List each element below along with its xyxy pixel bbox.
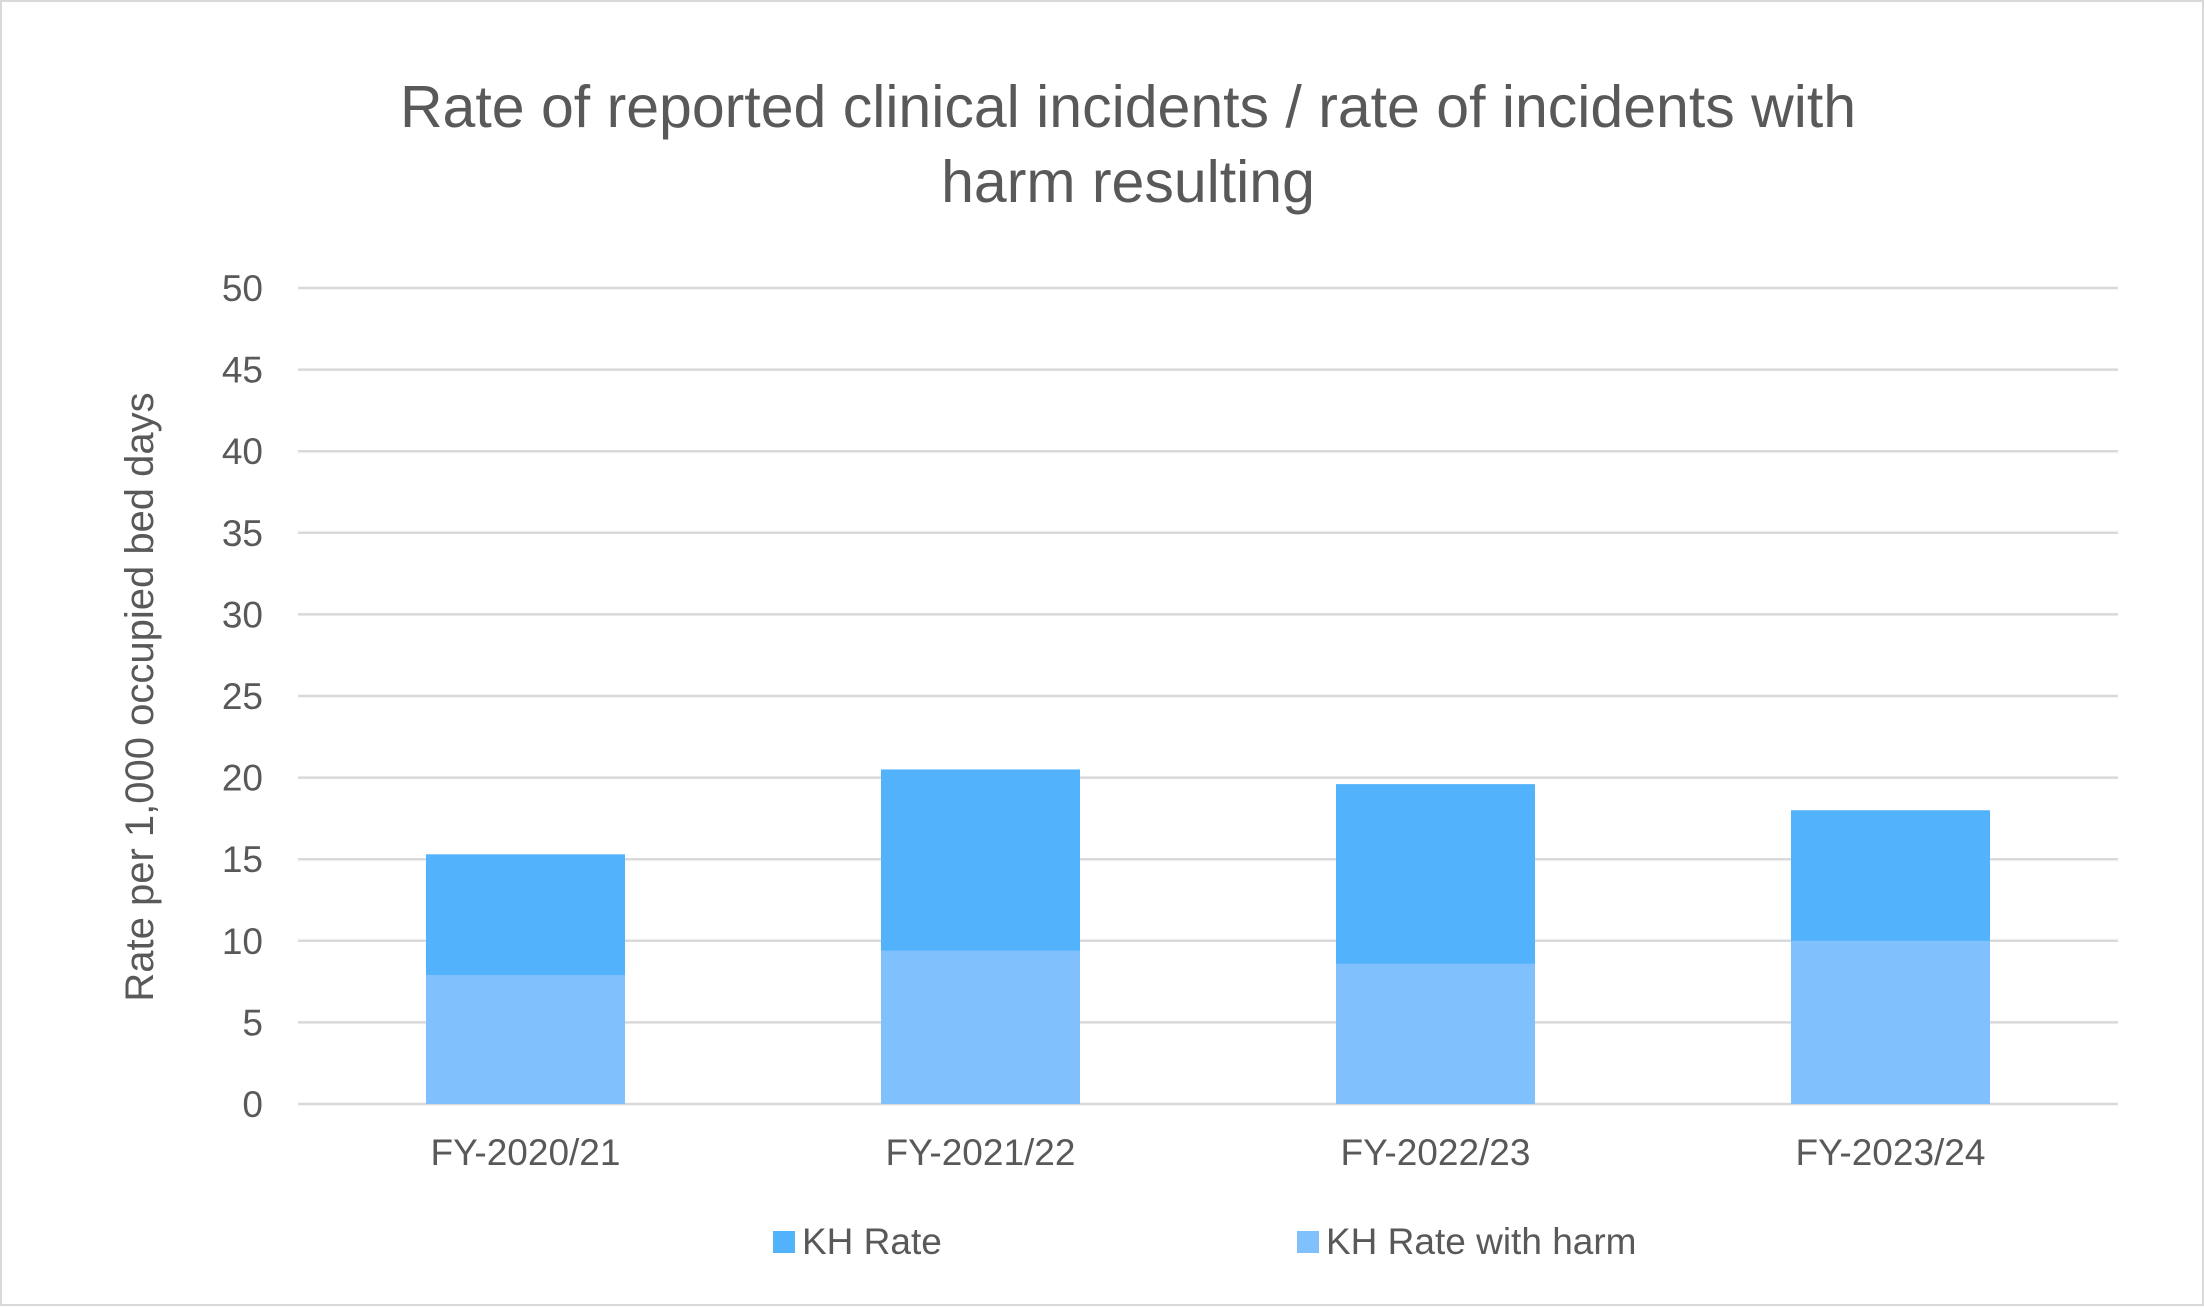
y-axis-ticks: 0 5 10 15 20 25 30 35 40 45 50 xyxy=(222,268,263,1125)
chart-title: Rate of reported clinical incidents / ra… xyxy=(400,74,1856,215)
bar-kh-rate-with-harm-3[interactable] xyxy=(1336,963,1535,1104)
legend-label-1: KH Rate xyxy=(802,1221,942,1262)
y-tick-label-40: 40 xyxy=(222,431,263,472)
x-axis-ticks: FY-2020/21 FY-2021/22 FY-2022/23 FY-2023/24 xyxy=(431,1132,1986,1173)
y-tick-label-10: 10 xyxy=(222,921,263,962)
x-tick-label-4: FY-2023/24 xyxy=(1796,1132,1986,1173)
y-tick-label-25: 25 xyxy=(222,676,263,717)
bar-kh-rate-with-harm-4[interactable] xyxy=(1791,940,1990,1104)
y-tick-label-5: 5 xyxy=(242,1002,263,1043)
legend-item-2[interactable]: KH Rate with harm xyxy=(1297,1221,1637,1262)
legend-swatch-2 xyxy=(1297,1231,1319,1253)
legend-swatch-1 xyxy=(773,1231,795,1253)
y-tick-label-30: 30 xyxy=(222,594,263,635)
legend-item-1[interactable]: KH Rate xyxy=(773,1221,942,1262)
legend[interactable]: KH Rate KH Rate with harm xyxy=(773,1221,1637,1262)
x-tick-label-1: FY-2020/21 xyxy=(431,1132,621,1173)
y-tick-label-20: 20 xyxy=(222,758,263,799)
y-axis-title: Rate per 1,000 occupied bed days xyxy=(118,392,162,1001)
y-tick-label-50: 50 xyxy=(222,268,263,309)
legend-label-2: KH Rate with harm xyxy=(1326,1221,1637,1262)
chart-title-line-1: Rate of reported clinical incidents / ra… xyxy=(400,74,1856,140)
bar-kh-rate-with-harm-2[interactable] xyxy=(881,950,1080,1104)
y-tick-label-45: 45 xyxy=(222,350,263,391)
bar-kh-rate-with-harm-1[interactable] xyxy=(426,975,625,1104)
y-tick-label-15: 15 xyxy=(222,839,263,880)
y-axis-title: Rate per 1,000 occupied bed days xyxy=(118,392,162,1001)
y-tick-label-35: 35 xyxy=(222,513,263,554)
bars xyxy=(426,769,1990,1104)
chart-title-line-2: harm resulting xyxy=(941,149,1315,215)
x-tick-label-2: FY-2021/22 xyxy=(886,1132,1076,1173)
x-tick-label-3: FY-2022/23 xyxy=(1341,1132,1531,1173)
y-tick-label-0: 0 xyxy=(242,1084,263,1125)
